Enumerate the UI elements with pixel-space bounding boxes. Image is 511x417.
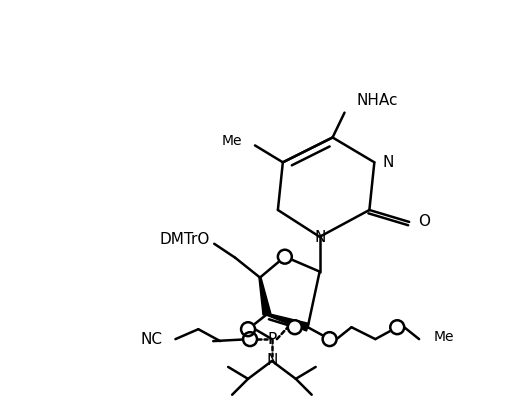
Circle shape bbox=[243, 332, 257, 346]
Circle shape bbox=[241, 322, 255, 336]
Circle shape bbox=[278, 250, 292, 264]
Text: N: N bbox=[382, 155, 393, 170]
Polygon shape bbox=[267, 313, 309, 331]
Text: N: N bbox=[315, 230, 327, 245]
Circle shape bbox=[322, 332, 337, 346]
Polygon shape bbox=[259, 277, 271, 315]
Text: NC: NC bbox=[141, 332, 162, 347]
Text: Me: Me bbox=[434, 330, 454, 344]
Text: P: P bbox=[267, 332, 276, 347]
Text: O: O bbox=[418, 214, 430, 229]
Text: N: N bbox=[266, 354, 277, 369]
Circle shape bbox=[390, 320, 404, 334]
Text: Me: Me bbox=[222, 134, 242, 148]
Circle shape bbox=[288, 320, 302, 334]
Text: DMTrO: DMTrO bbox=[160, 232, 210, 247]
Text: NHAc: NHAc bbox=[357, 93, 398, 108]
